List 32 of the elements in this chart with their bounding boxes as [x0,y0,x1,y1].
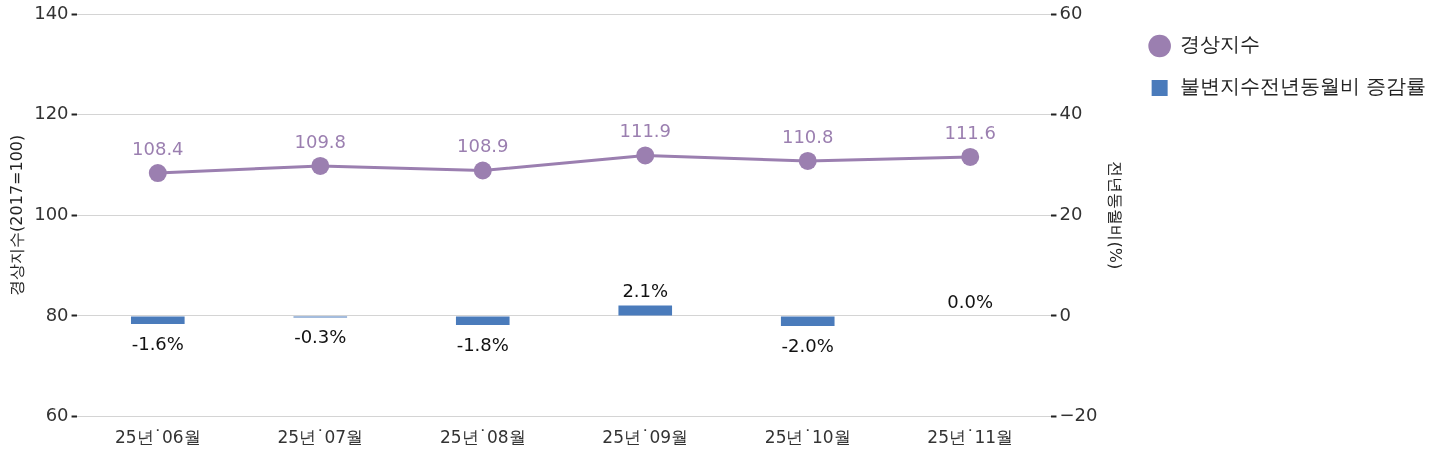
data-label: -1.6% [131,332,184,354]
data-label: 109.8 [294,130,347,152]
data-label: 0.0% [947,290,994,312]
data-label: 111.9 [619,120,672,142]
x-tick-label: 25년˙11월 [927,427,1014,448]
y2-axis-title: 전년동월비(%) [1105,161,1125,270]
legend-label: 불변지수전년동월비 증감률 [1179,74,1426,99]
x-tick-label: 25년˙08월 [439,427,526,448]
legend-label: 경상지수 [1179,32,1260,57]
y-tick-label: 100 [34,202,69,224]
data-label: -2.0% [781,334,834,356]
y2-tick-label: 60 [1059,1,1083,23]
y2-tick-label: −20 [1059,404,1098,426]
data-label: 108.4 [132,137,184,159]
x-tick-label: 25년˙09월 [602,427,689,448]
y-tick-label: 80 [45,303,69,325]
y2-tick-label: 40 [1059,102,1083,124]
x-tick-label: 25년˙07월 [277,427,364,448]
data-label: 111.6 [944,121,996,143]
data-label: 2.1% [622,280,669,302]
x-tick-label: 25년˙10월 [764,427,851,448]
data-label: 108.9 [457,135,509,157]
y-axis-title: 경상지수(2017=100) [6,134,26,296]
data-label: -0.3% [294,326,347,348]
y-tick-label: 60 [45,404,69,426]
y2-tick-label: 20 [1059,202,1083,224]
y2-tick-label: 0 [1059,303,1071,325]
y-tick-label: 120 [34,102,69,124]
data-label: -1.8% [456,333,509,355]
y-tick-label: 140 [34,1,69,23]
data-label: 110.8 [781,125,834,147]
x-tick-label: 25년˙06월 [114,427,201,448]
